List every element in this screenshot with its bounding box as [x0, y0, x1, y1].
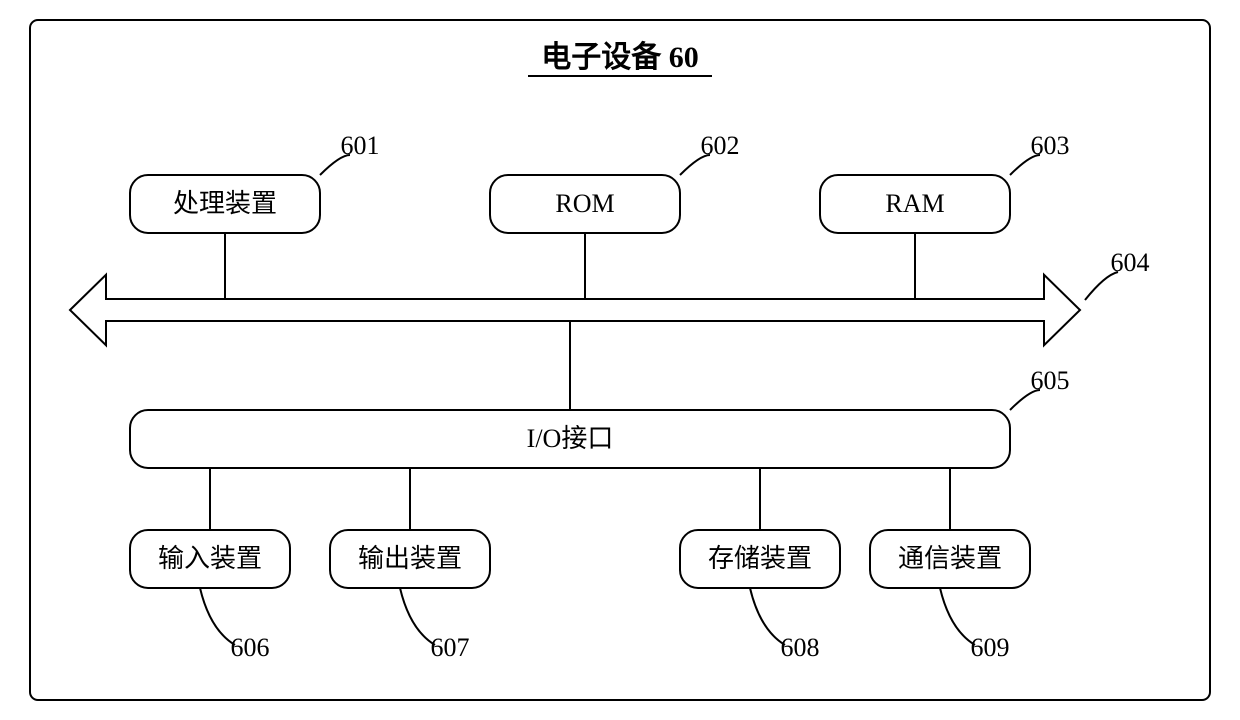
ref-number-proc: 601: [341, 131, 380, 160]
ref-number-rom: 602: [701, 131, 740, 160]
outer-frame: [30, 20, 1210, 700]
node-label-ram: RAM: [885, 189, 944, 218]
node-label-rom: ROM: [555, 189, 614, 218]
ref-number-output: 607: [431, 633, 470, 662]
node-label-comm: 通信装置: [898, 544, 1002, 573]
ref-number-input: 606: [231, 633, 270, 662]
node-label-io: I/O接口: [527, 424, 614, 453]
ref-number-ram: 603: [1031, 131, 1070, 160]
ref-number-io: 605: [1031, 366, 1070, 395]
ref-number-storage: 608: [781, 633, 820, 662]
node-label-input: 输入装置: [158, 544, 262, 573]
ref-number-comm: 609: [971, 633, 1010, 662]
node-label-proc: 处理装置: [173, 189, 277, 218]
bus-arrow: [70, 275, 1080, 345]
diagram-title: 电子设备 60: [541, 40, 699, 74]
diagram-canvas: 电子设备 60 604 处理装置 601 ROM 602 RAM 603 I/O接口 605 输入装…: [0, 0, 1240, 720]
node-label-storage: 存储装置: [708, 544, 812, 573]
ref-number-bus: 604: [1111, 248, 1150, 277]
node-label-output: 输出装置: [358, 544, 462, 573]
